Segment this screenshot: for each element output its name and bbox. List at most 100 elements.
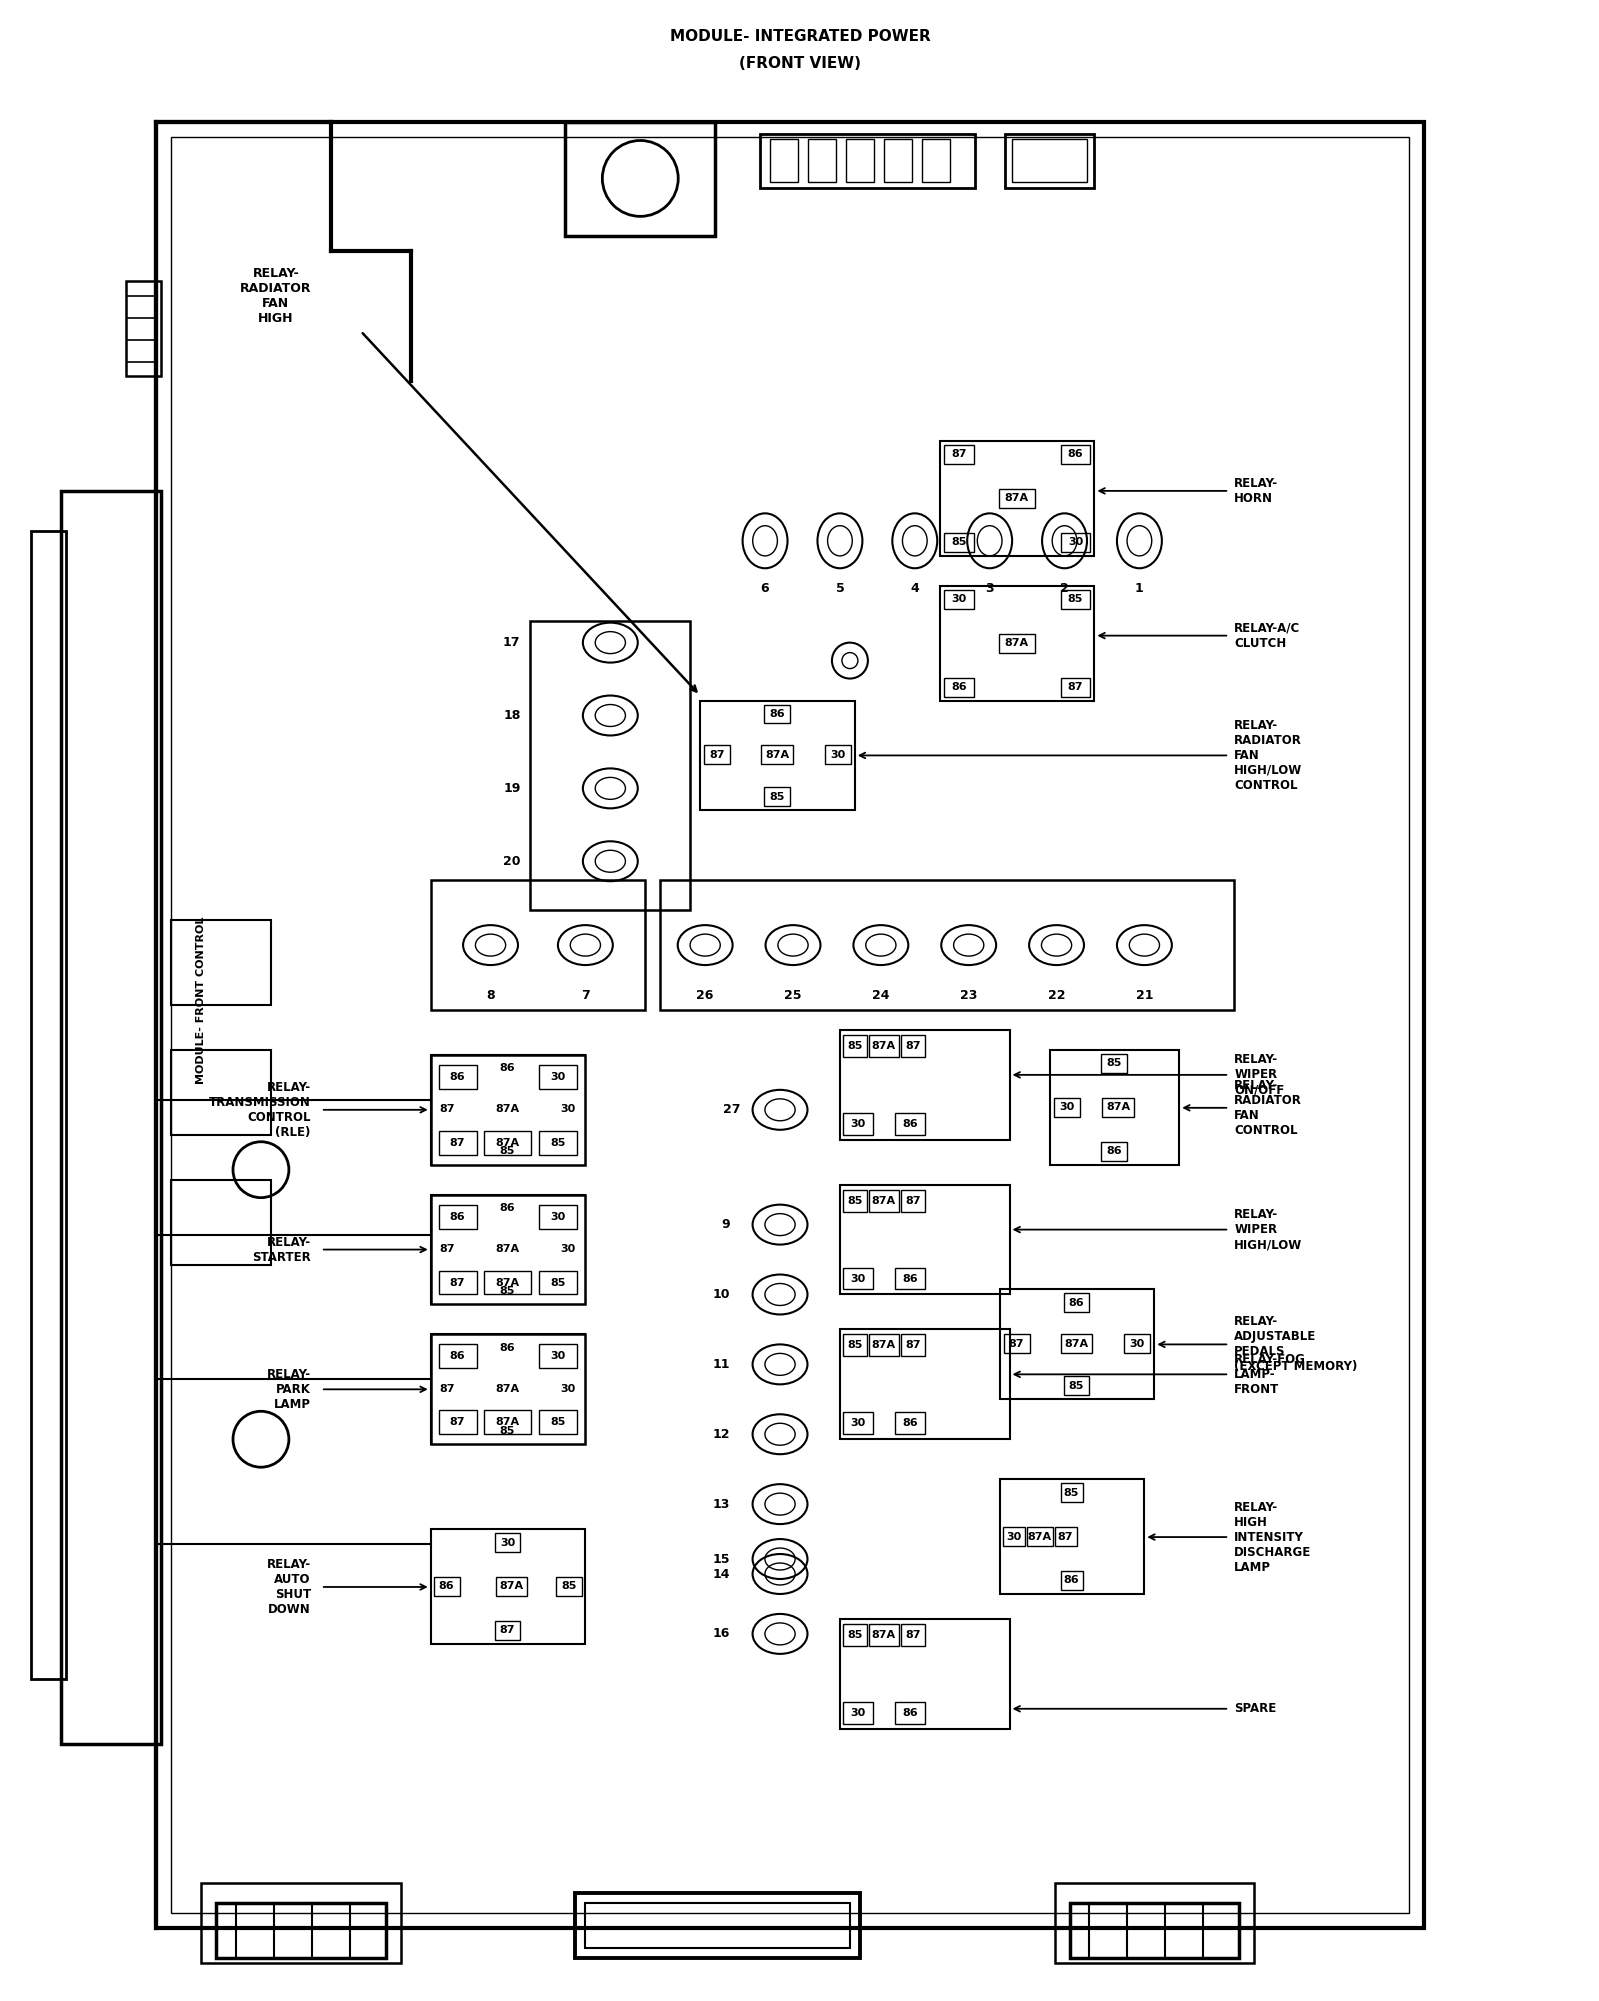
Text: (FRONT VIEW): (FRONT VIEW) (739, 56, 860, 72)
Text: RELAY-
RADIATOR
FAN
HIGH: RELAY- RADIATOR FAN HIGH (240, 268, 312, 326)
Text: 30: 30 (550, 1213, 566, 1223)
Text: 86: 86 (1068, 450, 1084, 460)
Bar (940, 586, 1094, 700)
Text: 14: 14 (713, 1567, 731, 1581)
Bar (433, 1577, 459, 1597)
Text: 87: 87 (1009, 1339, 1025, 1349)
Text: 30: 30 (830, 750, 846, 760)
Text: 87A: 87A (1004, 494, 1028, 504)
Bar (556, 1577, 582, 1597)
Bar (483, 1131, 531, 1155)
Text: 86: 86 (769, 708, 785, 718)
Bar (430, 1055, 585, 1165)
Bar (1063, 1293, 1089, 1313)
Text: 86: 86 (902, 1273, 918, 1283)
Bar (900, 1625, 924, 1647)
Bar (585, 1903, 851, 1949)
Bar (171, 1181, 270, 1265)
Bar (157, 122, 1425, 1929)
Text: 87: 87 (905, 1341, 921, 1351)
Text: 87: 87 (500, 1625, 515, 1635)
Bar (943, 678, 974, 696)
Bar (566, 122, 715, 236)
Text: 87A: 87A (496, 1105, 520, 1115)
Text: 85: 85 (561, 1581, 577, 1591)
Text: 86: 86 (1063, 1575, 1079, 1585)
Text: 87: 87 (1059, 1531, 1073, 1541)
Text: 86: 86 (902, 1119, 918, 1129)
Bar (999, 634, 1035, 652)
Bar (764, 786, 790, 806)
Bar (846, 140, 875, 182)
Bar (438, 1345, 477, 1369)
Bar (438, 1131, 477, 1155)
Bar (771, 140, 798, 182)
Text: 86: 86 (449, 1213, 465, 1223)
Bar (868, 1625, 899, 1647)
Text: 87A: 87A (496, 1245, 520, 1255)
Bar (491, 1379, 523, 1399)
Bar (494, 1059, 521, 1079)
Text: 85: 85 (847, 1197, 862, 1207)
Bar (1060, 532, 1091, 552)
Text: 30: 30 (550, 1073, 566, 1083)
Bar (61, 490, 161, 1743)
Text: RELAY-
HIGH
INTENSITY
DISCHARGE
LAMP: RELAY- HIGH INTENSITY DISCHARGE LAMP (1234, 1501, 1311, 1573)
Text: 85: 85 (550, 1417, 566, 1427)
Text: 5: 5 (836, 582, 844, 594)
Bar (430, 1335, 585, 1445)
Text: 85: 85 (500, 1147, 515, 1157)
Bar (483, 1411, 531, 1435)
Bar (843, 1701, 873, 1723)
Text: 26: 26 (697, 988, 713, 1003)
Text: 87A: 87A (496, 1139, 520, 1149)
Bar (843, 1191, 867, 1213)
Text: 87A: 87A (496, 1385, 520, 1395)
Text: RELAY-
TRANSMISSION
CONTROL
(RLE): RELAY- TRANSMISSION CONTROL (RLE) (209, 1081, 310, 1139)
Text: 87A: 87A (871, 1631, 895, 1641)
Bar (430, 1055, 585, 1165)
Text: 30: 30 (1059, 1103, 1075, 1113)
Text: 87A: 87A (1028, 1531, 1052, 1541)
Text: 30: 30 (851, 1707, 865, 1717)
Text: 27: 27 (723, 1103, 740, 1117)
Text: 86: 86 (500, 1063, 515, 1073)
Text: 30: 30 (561, 1245, 576, 1255)
Bar (171, 1051, 270, 1135)
Text: 85: 85 (951, 538, 966, 548)
Text: 9: 9 (721, 1219, 731, 1231)
Text: RELAY-
ADJUSTABLE
PEDALS
(EXCEPT MEMORY): RELAY- ADJUSTABLE PEDALS (EXCEPT MEMORY) (1234, 1315, 1358, 1373)
Text: 87: 87 (951, 450, 966, 460)
Text: 2: 2 (1060, 582, 1068, 594)
Text: 86: 86 (500, 1343, 515, 1353)
Bar (900, 1191, 924, 1213)
Bar (430, 1055, 585, 1165)
Bar (843, 1413, 873, 1435)
Bar (539, 1411, 577, 1435)
Text: RELAY-
PARK
LAMP: RELAY- PARK LAMP (267, 1369, 310, 1411)
Text: 24: 24 (871, 988, 889, 1003)
Bar (1054, 1099, 1079, 1117)
Bar (900, 1335, 924, 1357)
Text: 87A: 87A (871, 1341, 895, 1351)
Bar (843, 1625, 867, 1647)
Bar (438, 1205, 477, 1229)
Text: 85: 85 (500, 1287, 515, 1297)
Bar (430, 1195, 585, 1305)
Bar (1070, 1903, 1239, 1959)
Text: 87A: 87A (1065, 1339, 1089, 1349)
Bar (171, 136, 1409, 1913)
Bar (660, 880, 1234, 1011)
Text: 30: 30 (1068, 538, 1083, 548)
Bar (999, 1479, 1145, 1595)
Bar (32, 530, 66, 1679)
Text: 86: 86 (1068, 1299, 1084, 1309)
Bar (764, 704, 790, 724)
Bar (430, 1529, 585, 1645)
Text: MODULE- INTEGRATED POWER: MODULE- INTEGRATED POWER (670, 30, 931, 44)
Text: RELAY-
WIPER
ON/OFF: RELAY- WIPER ON/OFF (1234, 1053, 1284, 1097)
Text: 30: 30 (1006, 1531, 1022, 1541)
Bar (539, 1271, 577, 1295)
Bar (1102, 1055, 1127, 1073)
Bar (1063, 1377, 1089, 1395)
